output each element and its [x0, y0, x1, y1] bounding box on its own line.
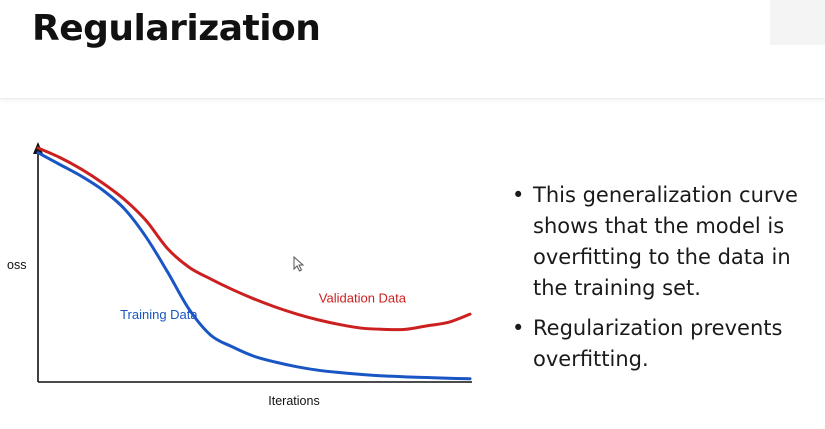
bullet-list: • This generalization curve shows that th…: [512, 180, 812, 384]
slide-header: Regularization: [0, 0, 825, 99]
header-corner-strip: [770, 0, 825, 45]
training-data-label: Training Data: [120, 307, 198, 322]
bullet-item: • Regularization prevents overfitting.: [512, 313, 812, 375]
chart-series: [36, 146, 472, 381]
chart-axes: [33, 142, 472, 383]
mouse-cursor-icon: [293, 256, 305, 272]
generalization-curve-chart: Validation Data Training Data Iterations os…: [7, 142, 472, 408]
x-axis-label: Iterations: [268, 394, 319, 408]
validation-data-line: [36, 146, 472, 332]
bullet-dot: •: [512, 183, 525, 207]
bullet-text: Regularization prevents overfitting.: [533, 316, 783, 371]
bullet-item: • This generalization curve shows that th…: [512, 180, 812, 304]
bullet-dot: •: [512, 316, 525, 340]
chart-labels: Validation Data Training Data Iterations os…: [7, 258, 407, 408]
bullet-text: This generalization curve shows that the…: [533, 183, 798, 300]
y-axis-label: oss: [7, 258, 26, 272]
validation-data-label: Validation Data: [319, 290, 407, 305]
training-data-line: [36, 151, 472, 381]
slide-title: Regularization: [32, 8, 321, 49]
